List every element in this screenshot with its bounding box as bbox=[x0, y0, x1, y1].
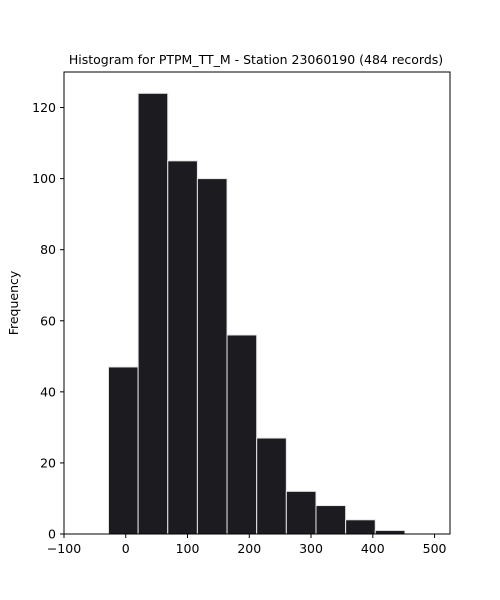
histogram-bar-8 bbox=[345, 519, 376, 535]
x-tick-label: −100 bbox=[47, 541, 81, 556]
y-tick-label: 80 bbox=[40, 242, 56, 257]
histogram-bar-2 bbox=[167, 160, 198, 535]
y-tick-label: 20 bbox=[40, 455, 56, 470]
x-axis-ticks: −100 0 100 200 300 400 500 bbox=[47, 534, 447, 556]
chart-title: Histogram for PTPM_TT_M - Station 230601… bbox=[69, 52, 443, 67]
histogram-bar-3 bbox=[196, 178, 228, 535]
x-tick-label: 400 bbox=[361, 541, 385, 556]
histogram-bar-1 bbox=[137, 92, 169, 535]
plot-frame bbox=[63, 71, 451, 535]
y-tick-label: 60 bbox=[40, 313, 56, 328]
x-tick-label: 0 bbox=[122, 541, 130, 556]
histogram-bar-0 bbox=[107, 366, 139, 535]
bars-group bbox=[107, 92, 406, 535]
y-axis-label: Frequency bbox=[6, 270, 21, 335]
histogram-bar-9 bbox=[374, 529, 406, 535]
y-tick-label: 40 bbox=[40, 384, 56, 399]
y-tick-label: 100 bbox=[32, 171, 56, 186]
y-tick-label: 120 bbox=[32, 100, 56, 115]
histogram-bar-6 bbox=[285, 490, 317, 535]
histogram-bar-7 bbox=[315, 505, 347, 535]
x-tick-label: 200 bbox=[237, 541, 261, 556]
y-axis-ticks: 0 20 40 60 80 100 120 bbox=[32, 100, 64, 542]
histogram-bar-4 bbox=[226, 334, 258, 535]
x-tick-label: 100 bbox=[176, 541, 200, 556]
x-tick-label: 300 bbox=[299, 541, 323, 556]
y-tick-label: 0 bbox=[48, 527, 56, 542]
x-tick-label: 500 bbox=[423, 541, 447, 556]
histogram-bar-5 bbox=[256, 437, 287, 535]
